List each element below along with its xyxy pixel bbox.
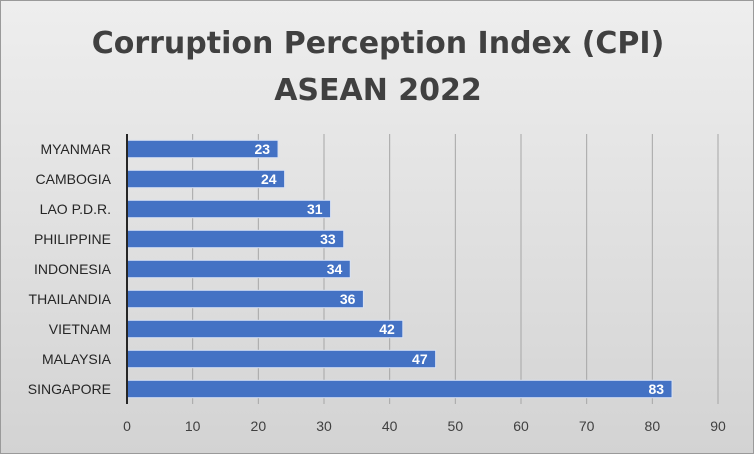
category-label: THAILANDIA bbox=[29, 291, 112, 307]
category-label: MYANMAR bbox=[40, 141, 111, 157]
data-label: 83 bbox=[648, 381, 664, 397]
data-label: 47 bbox=[412, 351, 428, 367]
category-label: CAMBOGIA bbox=[36, 171, 112, 187]
x-axis-tick-labels: 0 10 20 30 40 50 60 70 80 90 bbox=[123, 418, 726, 434]
x-tick-label: 20 bbox=[251, 418, 267, 434]
bars: 23 24 31 33 34 36 42 47 83 bbox=[126, 139, 673, 399]
chart-title-line-1: Corruption Perception Index (CPI) bbox=[92, 26, 665, 61]
data-label: 31 bbox=[307, 201, 323, 217]
x-tick-label: 70 bbox=[579, 418, 595, 434]
x-tick-label: 60 bbox=[513, 418, 529, 434]
bar bbox=[126, 349, 437, 369]
bar bbox=[126, 379, 673, 399]
chart-title: Corruption Perception Index (CPI) ASEAN … bbox=[92, 26, 665, 108]
data-label: 24 bbox=[261, 171, 277, 187]
bar bbox=[126, 289, 364, 309]
chart-title-line-2: ASEAN 2022 bbox=[274, 73, 482, 108]
data-label: 36 bbox=[340, 291, 356, 307]
bar bbox=[126, 199, 332, 219]
bar bbox=[126, 259, 351, 279]
data-label: 23 bbox=[254, 141, 270, 157]
data-label: 42 bbox=[379, 321, 395, 337]
x-tick-label: 10 bbox=[185, 418, 201, 434]
x-tick-label: 0 bbox=[123, 418, 131, 434]
category-label: VIETNAM bbox=[49, 321, 111, 337]
data-label: 34 bbox=[327, 261, 343, 277]
x-tick-label: 50 bbox=[448, 418, 464, 434]
x-tick-label: 30 bbox=[316, 418, 332, 434]
category-label: LAO P.D.R. bbox=[40, 201, 111, 217]
x-tick-label: 90 bbox=[710, 418, 726, 434]
category-label: MALAYSIA bbox=[42, 351, 112, 367]
x-tick-label: 40 bbox=[382, 418, 398, 434]
category-label: PHILIPPINE bbox=[34, 231, 111, 247]
data-label: 33 bbox=[320, 231, 336, 247]
category-labels: MYANMAR CAMBOGIA LAO P.D.R. PHILIPPINE INDON… bbox=[28, 141, 112, 397]
category-label: INDONESIA bbox=[34, 261, 112, 277]
bar bbox=[126, 229, 345, 249]
bar bbox=[126, 319, 404, 339]
x-tick-label: 80 bbox=[645, 418, 661, 434]
category-label: SINGAPORE bbox=[28, 381, 111, 397]
